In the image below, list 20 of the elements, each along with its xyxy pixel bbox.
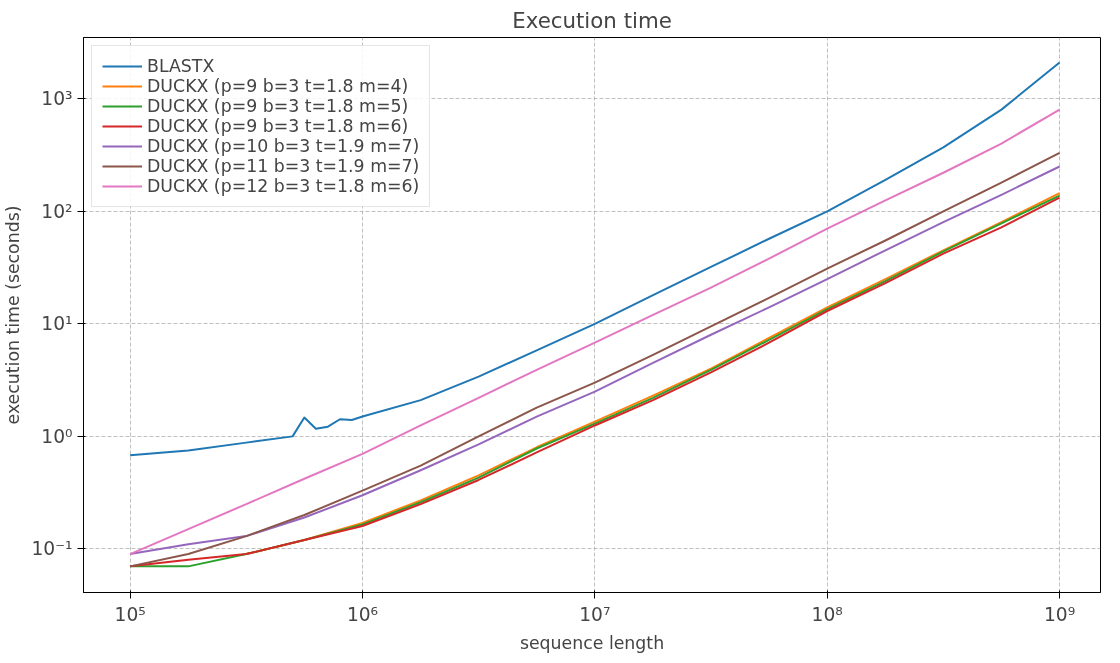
- legend-label: DUCKX (p=9 b=3 t=1.8 m=5): [147, 96, 409, 116]
- x-tick-label: 10⁹: [1043, 603, 1076, 625]
- x-tick-label: 10⁸: [811, 603, 843, 625]
- y-tick-label: 10⁻¹: [31, 538, 73, 560]
- y-tick-label: 10¹: [41, 313, 73, 335]
- legend-label: DUCKX (p=11 b=3 t=1.9 m=7): [147, 156, 420, 176]
- x-tick-label: 10⁷: [579, 603, 611, 625]
- y-axis-title: execution time (seconds): [3, 205, 24, 425]
- x-tick-label: 10⁶: [346, 603, 379, 625]
- legend-label: DUCKX (p=10 b=3 t=1.9 m=7): [147, 136, 420, 156]
- y-tick-label: 10³: [41, 88, 73, 110]
- legend-label: DUCKX (p=12 b=3 t=1.8 m=6): [147, 176, 420, 196]
- x-tick-label: 10⁵: [114, 603, 146, 625]
- y-tick-label: 10²: [41, 200, 73, 222]
- y-tick-label: 10⁰: [41, 425, 73, 447]
- chart-title: Execution time: [512, 7, 672, 33]
- legend-label: DUCKX (p=9 b=3 t=1.8 m=6): [147, 116, 409, 136]
- legend-label: BLASTX: [147, 56, 215, 76]
- legend-label: DUCKX (p=9 b=3 t=1.8 m=4): [147, 76, 409, 96]
- x-axis-title: sequence length: [519, 632, 665, 653]
